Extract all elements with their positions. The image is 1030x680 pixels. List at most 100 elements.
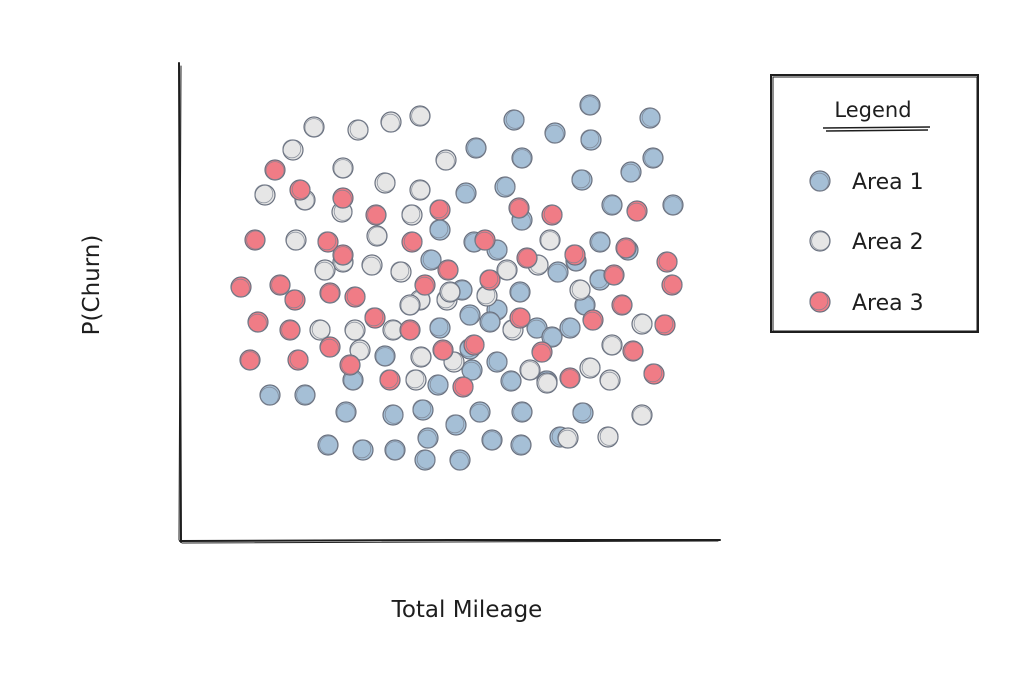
area-1-point — [445, 414, 467, 436]
area-3-point — [531, 341, 553, 363]
area-3-point — [559, 367, 581, 389]
area-2-point — [569, 279, 591, 301]
area-2-point — [282, 139, 304, 161]
area-1-point — [417, 427, 439, 449]
area-1-point — [547, 261, 569, 283]
area-3-point — [317, 231, 339, 253]
area-1-point — [580, 129, 602, 151]
area-1-point — [509, 281, 531, 303]
area-2-point — [344, 319, 366, 341]
area-3-point — [643, 363, 665, 385]
area-3-point — [626, 200, 648, 222]
area-1-point — [544, 122, 566, 144]
area-3-point — [611, 294, 633, 316]
area-3-point — [244, 229, 266, 251]
area-2-point — [496, 259, 518, 281]
area-2-point — [399, 294, 421, 316]
area-1-point — [559, 317, 581, 339]
area-3-point — [319, 282, 341, 304]
area-3-point — [332, 244, 354, 266]
area-2-point — [409, 105, 431, 127]
area-2-point — [631, 313, 653, 335]
area-3-point — [429, 199, 451, 221]
area-3-point — [437, 259, 459, 281]
area-2-point — [390, 261, 412, 283]
area-1-point — [449, 449, 471, 471]
area-1-point — [620, 161, 642, 183]
area-3-point — [564, 244, 586, 266]
x-axis-label: Total Mileage — [391, 597, 543, 623]
area-2-point — [361, 254, 383, 276]
area-1-point — [642, 147, 664, 169]
area-2-point — [536, 372, 558, 394]
area-1-point — [461, 359, 483, 381]
legend-label-area-2: Area 2 — [852, 230, 924, 255]
area-3-point — [264, 159, 286, 181]
area-2-point — [439, 281, 461, 303]
area-3-point — [414, 274, 436, 296]
area-2-point — [435, 149, 457, 171]
area-1-point — [259, 384, 281, 406]
area-2-point — [410, 346, 432, 368]
area-3-point — [509, 307, 531, 329]
area-1-point — [382, 404, 404, 426]
area-2-point — [405, 369, 427, 391]
area-3-point — [615, 237, 637, 259]
area-1-point — [571, 169, 593, 191]
area-3-point — [654, 314, 676, 336]
legend-marker-area-1 — [809, 170, 831, 192]
legend-box — [770, 74, 979, 333]
points-layer — [230, 94, 684, 471]
area-3-point — [474, 229, 496, 251]
area-1-point — [335, 401, 357, 423]
area-3-point — [508, 197, 530, 219]
y-axis-line-sketch — [178, 65, 182, 541]
area-1-point — [384, 439, 406, 461]
area-1-point — [494, 176, 516, 198]
area-1-point — [374, 345, 396, 367]
area-1-point — [352, 439, 374, 461]
area-3-point — [289, 179, 311, 201]
legend-title: Legend — [834, 98, 911, 122]
area-3-point — [230, 276, 252, 298]
area-3-point — [479, 269, 501, 291]
area-2-point — [601, 334, 623, 356]
area-2-point — [519, 359, 541, 381]
area-2-point — [380, 111, 402, 133]
area-2-point — [294, 189, 316, 211]
area-1-point — [572, 402, 594, 424]
legend-title-underline — [822, 126, 931, 132]
area-3-point — [401, 231, 423, 253]
area-1-point — [465, 137, 487, 159]
area-2-point — [599, 369, 621, 391]
area-2-point — [314, 259, 336, 281]
area-1-point — [639, 107, 661, 129]
area-2-point — [303, 116, 325, 138]
area-1-point — [455, 182, 477, 204]
area-1-point — [429, 317, 451, 339]
area-3-point — [332, 187, 354, 209]
area-2-point — [631, 404, 653, 426]
area-1-point — [420, 249, 442, 271]
area-1-point — [481, 429, 503, 451]
area-3-point — [339, 354, 361, 376]
area-2-point — [409, 179, 431, 201]
area-3-point — [365, 204, 387, 226]
area-3-point — [284, 289, 306, 311]
area-1-point — [589, 231, 611, 253]
area-3-point — [239, 349, 261, 371]
area-3-point — [603, 264, 625, 286]
legend-label-area-3: Area 3 — [852, 291, 924, 316]
area-1-point — [511, 401, 533, 423]
area-2-point — [309, 319, 331, 341]
axes — [178, 62, 721, 544]
area-3-point — [364, 307, 386, 329]
area-3-point — [432, 339, 454, 361]
area-3-point — [463, 334, 485, 356]
area-1-point — [479, 311, 501, 333]
area-1-point — [662, 194, 684, 216]
area-3-point — [379, 369, 401, 391]
area-1-point — [601, 194, 623, 216]
area-1-point — [579, 94, 601, 116]
